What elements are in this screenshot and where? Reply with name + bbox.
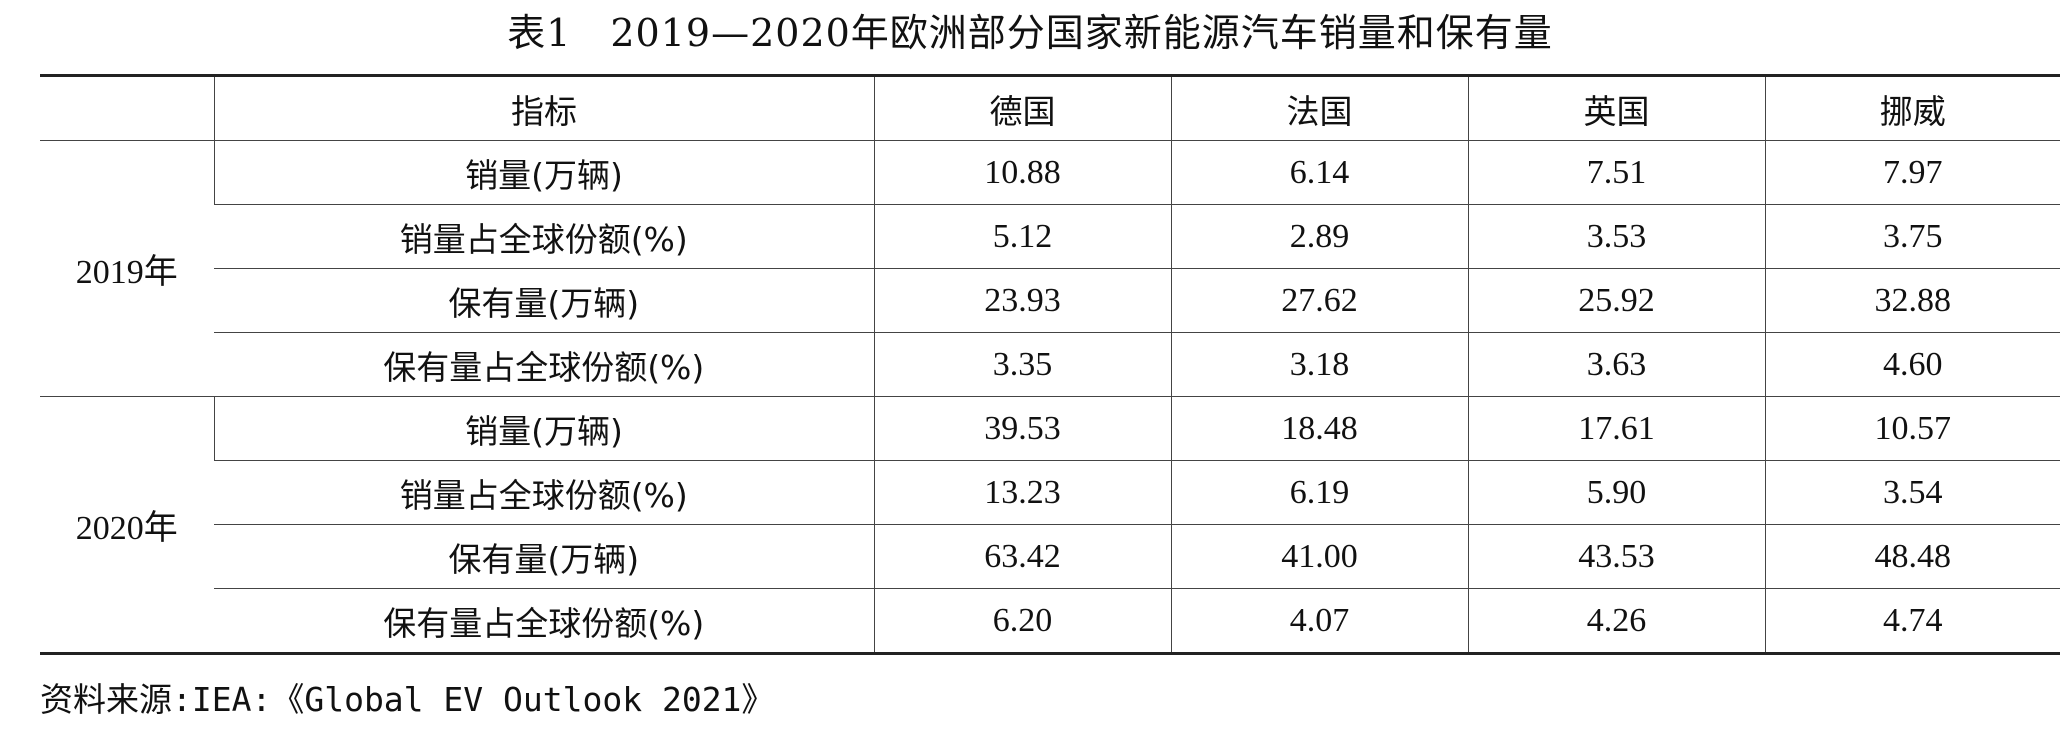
header-row: 指标 德国 法国 英国 挪威 <box>40 75 2060 141</box>
source-note: 资料来源:IEA:《Global EV Outlook 2021》 <box>40 680 775 719</box>
table-row: 保有量(万辆) 23.93 27.62 25.92 32.88 <box>40 268 2060 333</box>
data-cell: 48.48 <box>1764 524 2060 589</box>
data-cell: 4.07 <box>1170 588 1468 654</box>
data-cell: 13.23 <box>873 460 1171 525</box>
table-row: 2019年 销量(万辆) 10.88 6.14 7.51 7.97 <box>40 140 2060 397</box>
data-cell: 4.74 <box>1764 588 2060 654</box>
data-cell: 23.93 <box>873 268 1171 333</box>
table-row: 2020年 销量(万辆) 39.53 18.48 17.61 10.57 <box>40 396 2060 654</box>
table-row: 销量占全球份额(%) 5.12 2.89 3.53 3.75 <box>40 204 2060 269</box>
header-country-uk: 英国 <box>1467 75 1765 141</box>
data-cell: 5.90 <box>1467 460 1765 525</box>
data-cell: 3.63 <box>1467 332 1765 397</box>
data-cell: 6.20 <box>873 588 1171 654</box>
data-cell: 18.48 <box>1170 396 1468 461</box>
header-country-norway: 挪威 <box>1764 75 2060 141</box>
data-cell: 3.75 <box>1764 204 2060 269</box>
row-label: 保有量占全球份额(%) <box>214 588 874 654</box>
header-indicator: 指标 <box>213 75 874 141</box>
data-cell: 5.12 <box>873 204 1171 269</box>
data-cell: 3.35 <box>873 332 1171 397</box>
data-cell: 3.53 <box>1467 204 1765 269</box>
data-cell: 63.42 <box>873 524 1171 589</box>
ev-sales-table: 指标 德国 法国 英国 挪威 2019年 销量(万辆) 10.88 6.14 7… <box>40 74 2060 655</box>
row-label: 保有量(万辆) <box>214 524 874 589</box>
year-cell-2020: 2020年 <box>40 396 214 654</box>
data-cell: 7.51 <box>1467 140 1765 205</box>
data-cell: 7.97 <box>1764 140 2060 205</box>
header-country-france: 法国 <box>1170 75 1468 141</box>
data-cell: 17.61 <box>1467 396 1765 461</box>
year-cell-2019: 2019年 <box>40 140 214 397</box>
data-cell: 25.92 <box>1467 268 1765 333</box>
data-cell: 6.19 <box>1170 460 1468 525</box>
data-cell: 32.88 <box>1764 268 2060 333</box>
data-cell: 6.14 <box>1170 140 1468 205</box>
table-row: 保有量占全球份额(%) 3.35 3.18 3.63 4.60 <box>40 332 2060 397</box>
data-cell: 10.57 <box>1764 396 2060 461</box>
data-cell: 4.26 <box>1467 588 1765 654</box>
data-cell: 3.54 <box>1764 460 2060 525</box>
row-label: 销量(万辆) <box>213 396 874 461</box>
header-year-cell <box>40 76 214 141</box>
table-title: 表1 2019—2020年欧洲部分国家新能源汽车销量和保有量 <box>507 11 1553 55</box>
row-label: 保有量占全球份额(%) <box>214 332 874 397</box>
row-label: 销量占全球份额(%) <box>214 460 874 525</box>
table-row: 保有量占全球份额(%) 6.20 4.07 4.26 4.74 <box>40 588 2060 654</box>
row-label: 销量占全球份额(%) <box>214 204 874 269</box>
row-label: 销量(万辆) <box>213 140 874 205</box>
row-label: 保有量(万辆) <box>214 268 874 333</box>
data-cell: 2.89 <box>1170 204 1468 269</box>
data-cell: 4.60 <box>1764 332 2060 397</box>
data-cell: 39.53 <box>873 396 1171 461</box>
data-cell: 3.18 <box>1170 332 1468 397</box>
table-row: 销量占全球份额(%) 13.23 6.19 5.90 3.54 <box>40 460 2060 525</box>
table-row: 保有量(万辆) 63.42 41.00 43.53 48.48 <box>40 524 2060 589</box>
data-cell: 27.62 <box>1170 268 1468 333</box>
header-country-germany: 德国 <box>873 75 1171 141</box>
data-cell: 43.53 <box>1467 524 1765 589</box>
data-cell: 10.88 <box>873 140 1171 205</box>
data-cell: 41.00 <box>1170 524 1468 589</box>
